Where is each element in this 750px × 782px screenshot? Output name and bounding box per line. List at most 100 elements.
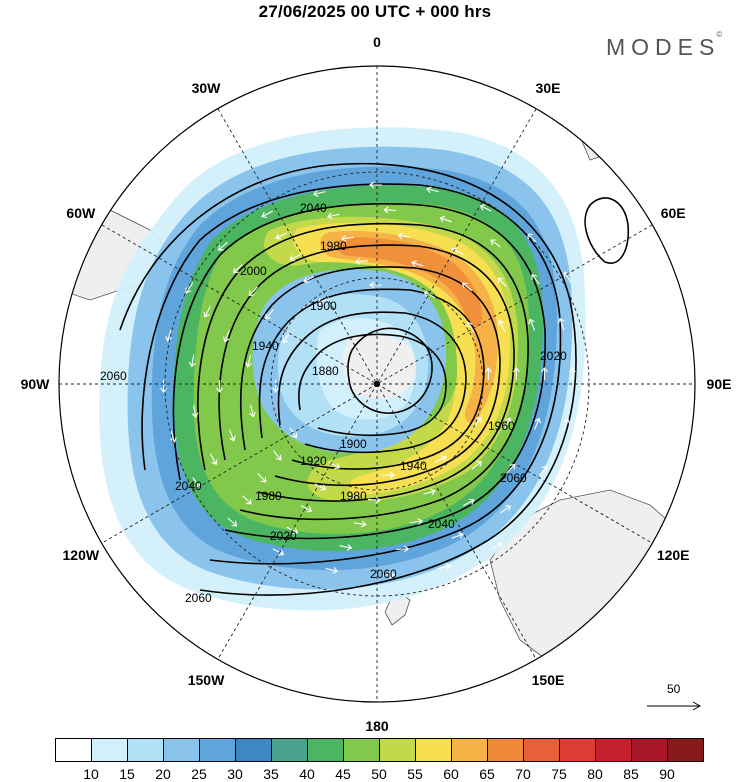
reference-vector-label: 50 xyxy=(667,682,681,696)
contour-label: 2020 xyxy=(540,349,567,363)
contour-label: 2060 xyxy=(500,471,527,485)
longitude-label: 90E xyxy=(706,376,732,392)
color-scale-swatch xyxy=(91,738,128,762)
color-scale-swatch xyxy=(487,738,524,762)
wind-vector-arrow-icon xyxy=(282,332,291,344)
wind-vector-arrow-icon xyxy=(497,319,506,332)
wind-vector-arrow-icon xyxy=(223,330,230,343)
longitude-label: 60E xyxy=(660,205,686,221)
contour-label-layer: 2040 1980 2000 1900 1940 1880 2020 2060 … xyxy=(100,201,567,605)
wind-vector-arrow-icon xyxy=(327,212,340,220)
wind-vector-arrow-icon xyxy=(466,321,475,333)
color-scale-bar xyxy=(55,738,704,762)
contour-label: 2000 xyxy=(240,264,267,278)
color-scale-label: 85 xyxy=(623,766,639,782)
color-scale-swatch xyxy=(379,738,416,762)
color-scale-label: 20 xyxy=(155,766,171,782)
color-scale-label: 45 xyxy=(335,766,351,782)
wind-vector-arrow-icon xyxy=(228,429,236,442)
wind-vector-arrow-icon xyxy=(369,281,382,289)
contour-label: 1980 xyxy=(340,489,367,503)
longitude-label: 150E xyxy=(531,672,565,689)
wind-vector-arrow-icon xyxy=(289,253,302,262)
wind-vector-arrow-icon xyxy=(557,317,565,331)
wind-vector-arrow-icon xyxy=(185,282,194,294)
wind-vector-arrow-icon xyxy=(328,461,341,470)
longitude-label: 150W xyxy=(187,672,225,689)
wind-vector-arrow-icon xyxy=(382,471,395,479)
color-scale-label: 35 xyxy=(263,766,279,782)
wind-vector-arrow-icon xyxy=(451,532,464,539)
wind-vector-arrow-icon xyxy=(479,204,492,212)
map-title: 27/06/2025 00 UTC + 000 hrs xyxy=(258,2,492,21)
copyright-mark: © xyxy=(716,30,723,39)
wind-vector-arrow-icon xyxy=(423,488,436,496)
wind-vector-arrow-icon xyxy=(300,505,313,513)
wind-vector-arrow-icon xyxy=(411,260,424,267)
wind-vector-arrow-icon xyxy=(245,354,252,368)
wind-vector-arrow-icon xyxy=(275,232,288,240)
color-scale-swatch xyxy=(523,738,560,762)
wind-vector-arrow-icon xyxy=(272,450,282,461)
color-scale-swatch xyxy=(415,738,452,762)
color-scale-label: 30 xyxy=(227,766,243,782)
wind-vector-arrow-icon xyxy=(314,483,327,491)
color-scale-label: 10 xyxy=(83,766,99,782)
wind-vector-arrow-icon xyxy=(369,181,382,189)
longitude-label: 180 xyxy=(365,718,389,734)
map-disk: 2040 1980 2000 1900 1940 1880 2020 2060 … xyxy=(59,66,695,691)
contour-label: 1960 xyxy=(488,419,515,433)
color-scale-swatch xyxy=(163,738,200,762)
color-scale-swatch xyxy=(559,738,596,762)
wind-vector-arrow-icon xyxy=(353,520,367,528)
color-scale-label: 15 xyxy=(119,766,135,782)
longitude-label: 120E xyxy=(656,547,690,563)
wind-vector-arrow-icon xyxy=(210,453,218,466)
contour-label: 2060 xyxy=(185,591,212,605)
wind-vector-arrow-icon xyxy=(248,286,259,297)
wind-vector-arrow-icon xyxy=(528,318,536,331)
color-scale-swatch xyxy=(667,738,704,762)
wind-vector-arrow-icon xyxy=(249,404,256,418)
wind-vector-arrow-icon xyxy=(438,563,452,570)
wind-vector-arrow-icon xyxy=(272,548,285,556)
brand-logo: MODES© xyxy=(606,30,726,61)
color-scale-swatch xyxy=(343,738,380,762)
longitude-label: 0 xyxy=(373,34,381,50)
color-scale-label: 40 xyxy=(299,766,315,782)
wind-vector-arrow-icon xyxy=(596,367,604,380)
color-scale-label: 60 xyxy=(443,766,459,782)
wind-vector-arrow-icon xyxy=(303,275,316,283)
wind-vector-arrow-icon xyxy=(563,417,570,431)
contour-label: 2060 xyxy=(100,369,127,383)
color-scale-swatch xyxy=(631,738,668,762)
wind-vector-arrow-icon xyxy=(355,257,369,265)
wind-vector-arrow-icon xyxy=(439,215,452,223)
wind-vector-arrow-icon xyxy=(170,430,177,443)
contour-label: 2040 xyxy=(300,201,327,215)
wind-vector-arrow-icon xyxy=(484,367,492,380)
color-scale-label: 80 xyxy=(587,766,603,782)
wind-vector-arrow-icon xyxy=(188,354,196,368)
wind-vector-arrow-icon xyxy=(203,305,211,318)
wind-vector-arrow-icon xyxy=(272,380,280,393)
wind-vector-arrow-icon xyxy=(383,206,397,214)
wind-vector-arrow-icon xyxy=(473,416,482,428)
color-scale-swatch xyxy=(307,738,344,762)
wind-vector-arrow-icon xyxy=(461,282,473,292)
color-scale-swatch xyxy=(235,738,272,762)
color-scale-label: 70 xyxy=(515,766,531,782)
contour-label: 1900 xyxy=(310,299,337,313)
wind-vector-arrow-icon xyxy=(471,461,483,470)
contour-label: 1900 xyxy=(340,437,367,451)
map-boundary xyxy=(58,65,696,703)
wind-vector-arrow-icon xyxy=(462,498,475,507)
wind-vector-arrow-icon xyxy=(261,210,274,219)
wind-vector-arrow-icon xyxy=(312,190,326,197)
color-scale-label: 50 xyxy=(371,766,387,782)
wind-vector-arrow-icon xyxy=(233,264,243,274)
longitude-label: 90W xyxy=(20,376,50,392)
wind-vector-arrow-icon xyxy=(538,465,548,477)
wind-vector-arrow-icon xyxy=(257,472,267,483)
color-scale-swatch xyxy=(127,738,164,762)
